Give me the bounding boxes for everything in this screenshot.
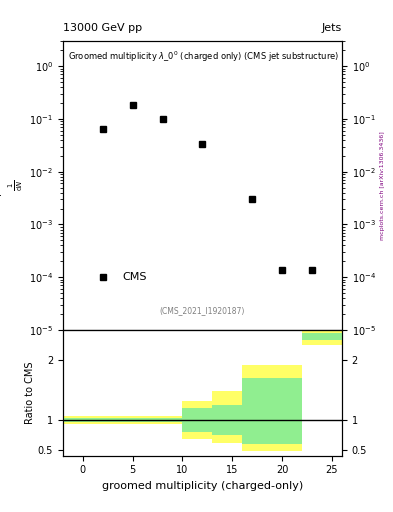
Y-axis label: mcplots.cern.ch [arXiv:1306.3436]: mcplots.cern.ch [arXiv:1306.3436]	[380, 131, 385, 240]
Text: Jets: Jets	[321, 23, 342, 33]
Y-axis label: $\mathrm{d}^2N$
$\mathrm{d}\,p_\mathrm{T}\,\mathrm{d}\,\lambda$
$\frac{1}{\mathr: $\mathrm{d}^2N$ $\mathrm{d}\,p_\mathrm{T…	[0, 168, 25, 203]
Text: Groomed multiplicity $\lambda\_0^0$ (charged only) (CMS jet substructure): Groomed multiplicity $\lambda\_0^0$ (cha…	[68, 50, 340, 64]
Text: (CMS_2021_I1920187): (CMS_2021_I1920187)	[160, 307, 245, 315]
Text: CMS: CMS	[123, 272, 147, 282]
Y-axis label: Ratio to CMS: Ratio to CMS	[25, 361, 35, 424]
X-axis label: groomed multiplicity (charged-only): groomed multiplicity (charged-only)	[102, 481, 303, 491]
Text: 13000 GeV pp: 13000 GeV pp	[63, 23, 142, 33]
